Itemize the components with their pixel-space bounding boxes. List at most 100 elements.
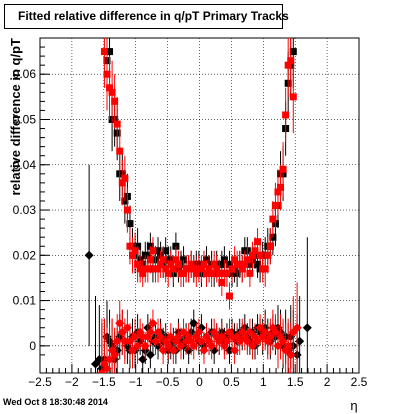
data-point-square xyxy=(254,260,262,268)
data-point-square xyxy=(203,269,211,277)
data-point-square xyxy=(134,260,142,268)
y-axis-label: relative difference in q/pT xyxy=(8,38,23,196)
series-4 xyxy=(97,282,302,373)
data-point-square xyxy=(218,278,226,286)
data-point-square xyxy=(116,147,124,155)
data-point-diamond xyxy=(115,318,125,328)
data-point-square xyxy=(123,206,131,214)
x-tick-label: −1.5 xyxy=(92,375,116,389)
data-point-square xyxy=(100,48,108,56)
data-layer xyxy=(84,38,312,373)
series-2 xyxy=(100,38,297,310)
data-point-square xyxy=(200,260,208,268)
data-point-square xyxy=(225,292,233,300)
data-point-square xyxy=(197,265,205,273)
x-tick-label: 0 xyxy=(196,375,203,389)
data-point-square xyxy=(136,265,144,273)
data-point-diamond xyxy=(138,354,148,364)
y-tick-label: 0.06 xyxy=(13,67,37,81)
x-tick-label: 0.5 xyxy=(223,375,240,389)
data-point-square xyxy=(111,97,119,105)
data-point-square xyxy=(106,48,114,56)
data-point-square xyxy=(126,220,134,228)
data-point-square xyxy=(213,265,221,273)
data-point-square xyxy=(159,256,167,264)
data-point-square xyxy=(228,265,236,273)
data-point-square xyxy=(210,260,218,268)
y-tick-label: 0.03 xyxy=(13,203,37,217)
data-point-square xyxy=(243,256,251,264)
data-point-square xyxy=(108,88,116,96)
x-tick-label: −0.5 xyxy=(156,375,180,389)
data-point-square xyxy=(205,265,213,273)
data-point-square xyxy=(284,61,292,69)
chart-title: Fitted relative difference in q/pT Prima… xyxy=(4,4,289,29)
data-point-square xyxy=(208,269,216,277)
data-point-square xyxy=(167,260,175,268)
data-point-square xyxy=(139,269,147,277)
data-point-square xyxy=(174,260,182,268)
data-point-square xyxy=(129,251,137,259)
data-point-square xyxy=(266,242,274,250)
data-point-square xyxy=(251,247,259,255)
data-point-square xyxy=(131,247,139,255)
data-point-square xyxy=(154,247,162,255)
data-point-square xyxy=(113,120,121,128)
data-point-diamond xyxy=(189,318,199,328)
data-point-diamond xyxy=(247,341,257,351)
data-point-square xyxy=(162,265,170,273)
data-point-square xyxy=(215,269,223,277)
data-point-square xyxy=(269,215,277,223)
data-point-square xyxy=(279,165,287,173)
x-tick-label: 2.5 xyxy=(351,375,368,389)
data-point-square xyxy=(149,247,157,255)
data-point-square xyxy=(185,265,193,273)
data-point-square xyxy=(187,260,195,268)
data-point-square xyxy=(154,265,162,273)
x-tick-label: −2.5 xyxy=(28,375,52,389)
data-point-square xyxy=(236,260,244,268)
x-tick-label: −1 xyxy=(129,375,143,389)
data-point-square xyxy=(223,269,231,277)
x-tick-label: 2 xyxy=(324,375,331,389)
plot-frame xyxy=(39,37,360,374)
data-point-square xyxy=(264,251,272,259)
x-tick-label: 1.5 xyxy=(287,375,304,389)
data-point-square xyxy=(241,260,249,268)
data-point-square xyxy=(126,242,134,250)
data-point-square xyxy=(225,260,233,268)
data-point-square xyxy=(169,265,177,273)
data-point-square xyxy=(121,174,129,182)
x-axis-label: η xyxy=(350,398,357,413)
data-point-diamond xyxy=(199,345,209,355)
footer-timestamp: Wed Oct 8 18:30:48 2014 xyxy=(3,397,108,407)
data-point-diamond xyxy=(292,323,302,333)
data-point-square xyxy=(254,238,262,246)
data-point-diamond xyxy=(122,323,132,333)
data-point-square xyxy=(238,265,246,273)
data-point-square xyxy=(103,70,111,78)
data-point-square xyxy=(256,251,264,259)
data-point-square xyxy=(144,265,152,273)
data-point-square xyxy=(180,269,188,277)
data-point-diamond xyxy=(302,323,312,333)
data-point-diamond xyxy=(148,318,158,328)
data-point-square xyxy=(289,48,297,56)
y-tick-label: 0 xyxy=(29,339,36,353)
data-point-square xyxy=(190,265,198,273)
data-point-square xyxy=(271,202,279,209)
data-point-square xyxy=(157,260,165,268)
data-point-diamond xyxy=(84,250,94,260)
data-point-square xyxy=(261,265,269,273)
y-tick-label: 0.02 xyxy=(13,248,37,262)
data-point-square xyxy=(277,183,285,191)
data-point-square xyxy=(289,93,297,101)
data-point-square xyxy=(282,111,290,119)
data-point-square xyxy=(274,188,282,196)
x-tick-label: −2 xyxy=(65,375,79,389)
data-point-square xyxy=(172,256,180,264)
data-point-square xyxy=(246,269,254,277)
y-tick-label: 0.01 xyxy=(13,294,37,308)
